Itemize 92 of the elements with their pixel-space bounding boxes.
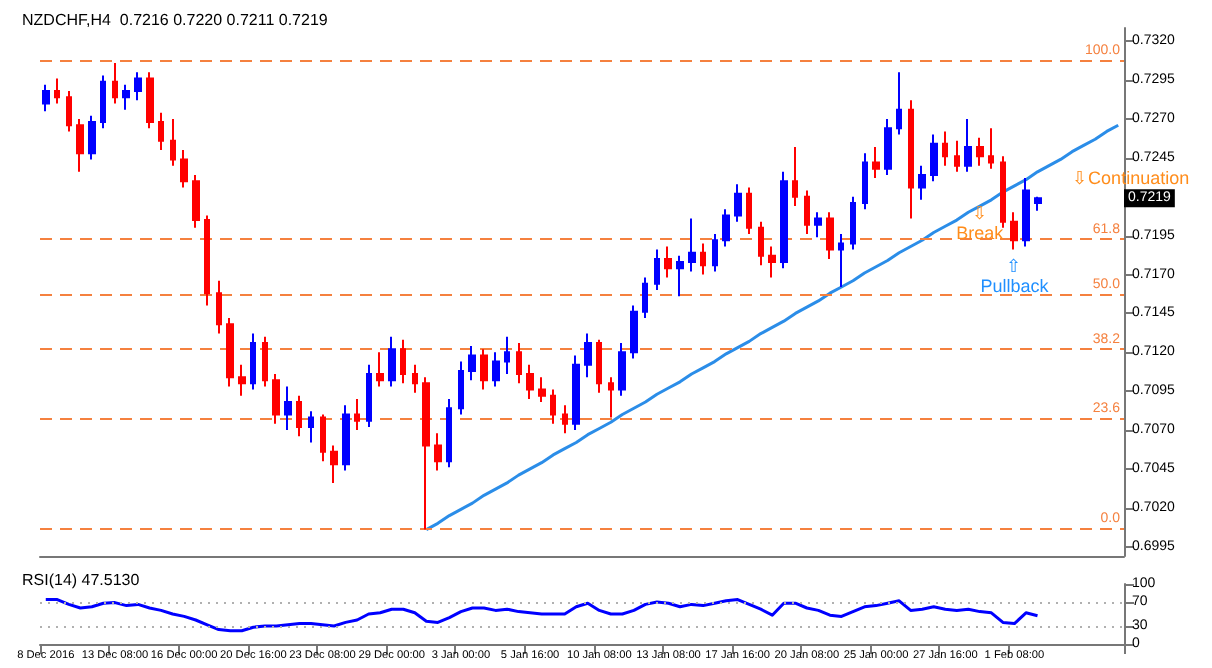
candlestick [642,276,648,320]
candlestick [180,149,188,189]
candlestick [112,61,118,105]
candlestick [976,136,984,167]
candlestick [468,345,476,382]
chart-title: RSI(14) 47.5130 [22,571,141,589]
candlestick [722,208,730,248]
candlestick [66,89,72,133]
candlestick [354,397,360,432]
candlestick [262,335,268,388]
candlestick [1022,177,1030,248]
candlestick [422,376,430,531]
candlestick [826,211,834,260]
candlestick [918,164,926,201]
candlestick [458,360,464,416]
candlestick [654,248,660,292]
candlestick [988,127,994,170]
line-series [44,598,1040,633]
candlestick [192,173,200,229]
candlestick [376,351,384,388]
candlestick [618,341,626,397]
candlestick [596,338,602,394]
candlestick [872,145,880,180]
candlestick [954,139,960,173]
candlestick [480,348,488,391]
candlestick [412,363,418,394]
candlestick [342,404,350,472]
candlestick [400,338,406,385]
candlestick [434,432,442,472]
candlestick [54,77,60,105]
candlestick [768,245,776,279]
candlestick [1010,211,1018,251]
chart-title: NZDCHF,H4 0.7216 0.7220 0.7211 0.7219 [22,11,329,29]
candlestick [562,404,568,435]
candlestick [296,394,302,438]
candlestick [146,71,154,130]
candlestick [804,189,810,236]
candlestick [838,233,844,288]
candlestick [942,130,948,167]
candlestick [284,385,292,432]
candlestick [700,242,706,276]
candlestick [504,335,510,376]
candlestick [272,373,280,425]
candlestick [688,217,696,273]
candlestick [758,220,764,267]
candlestick [908,99,914,220]
candlestick [492,351,500,388]
candlestick [930,133,938,183]
candlestick [366,363,372,428]
candlestick [388,335,396,388]
candlestick [862,152,868,211]
candlestick [100,74,106,130]
candlestick [734,183,742,223]
candlestick [226,317,234,388]
candlestick [216,279,222,335]
candlestick [238,363,246,397]
candlestick [712,233,718,273]
candlestick [746,186,752,236]
candlestick [792,145,798,208]
candlestick [780,170,788,270]
candlestick [1000,155,1006,229]
candlestick [964,117,972,173]
candlestick [884,117,892,176]
candlestick [608,376,614,419]
candlestick [630,304,638,360]
candlestick [446,397,452,469]
candlestick [170,117,176,167]
candlestick [850,195,856,251]
candlestick [320,413,326,463]
candlestick [538,376,546,404]
candlestick [896,71,902,136]
candlestick [250,332,256,391]
candlestick [664,245,672,279]
candlestick [134,71,142,102]
candlestick [814,211,822,239]
candlestick [526,363,534,400]
candlestick [676,254,684,298]
candlestick [550,388,556,425]
candlestick [204,214,210,307]
candlestick [308,410,314,444]
candlestick [330,444,338,484]
candlestick [122,83,130,111]
candlestick [572,354,580,432]
annotation: ⇧ Pullback [980,256,1050,297]
candlestick [516,341,522,385]
candlestick [76,117,84,173]
candlestick [88,114,96,161]
annotation: ⇩ Break [956,203,1005,244]
candlestick [584,332,592,379]
candlestick [42,83,50,113]
candlestick [158,111,164,152]
candlestick [1034,195,1042,212]
